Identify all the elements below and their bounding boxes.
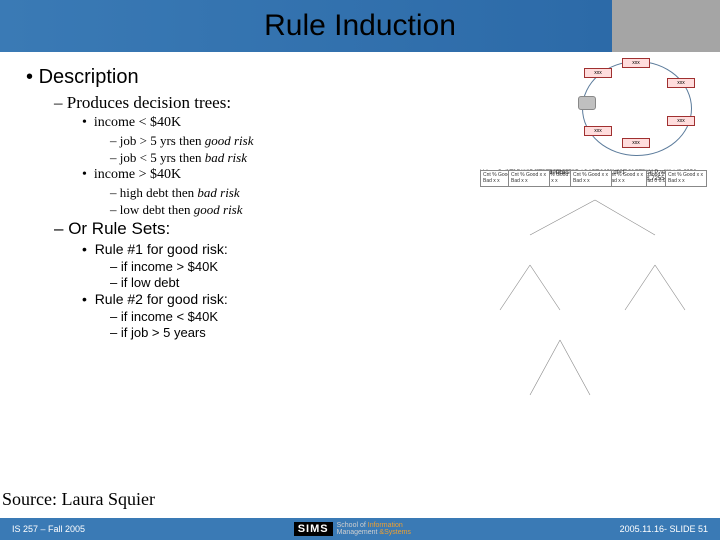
- title-bar: Rule Induction: [0, 0, 720, 52]
- sims-tagline: School of Information Management &System…: [337, 522, 411, 536]
- source-credit: Source: Laura Squier: [2, 489, 155, 510]
- footer-bar: IS 257 – Fall 2005 SIMS School of Inform…: [0, 518, 720, 540]
- footer-left: IS 257 – Fall 2005: [12, 524, 85, 534]
- decision-tree-diagram: Credit ranking (1=default) Cnt % Good 51…: [480, 170, 710, 470]
- sims-logo: SIMS: [294, 522, 333, 536]
- slide-title: Rule Induction: [264, 9, 456, 43]
- process-diagram: xxx xxx xxx xxx xxx xxx: [572, 56, 702, 166]
- leaf-box-6: Cnt % Good x x Bad x x: [570, 170, 612, 187]
- footer-right: 2005.11.16- SLIDE 51: [620, 524, 708, 534]
- leaf-box-5: Cnt % Good x x Bad x x: [508, 170, 550, 187]
- leaf-box-4: Cnt % Good x x Bad x x: [665, 170, 707, 187]
- footer-center: SIMS School of Information Management &S…: [294, 522, 411, 536]
